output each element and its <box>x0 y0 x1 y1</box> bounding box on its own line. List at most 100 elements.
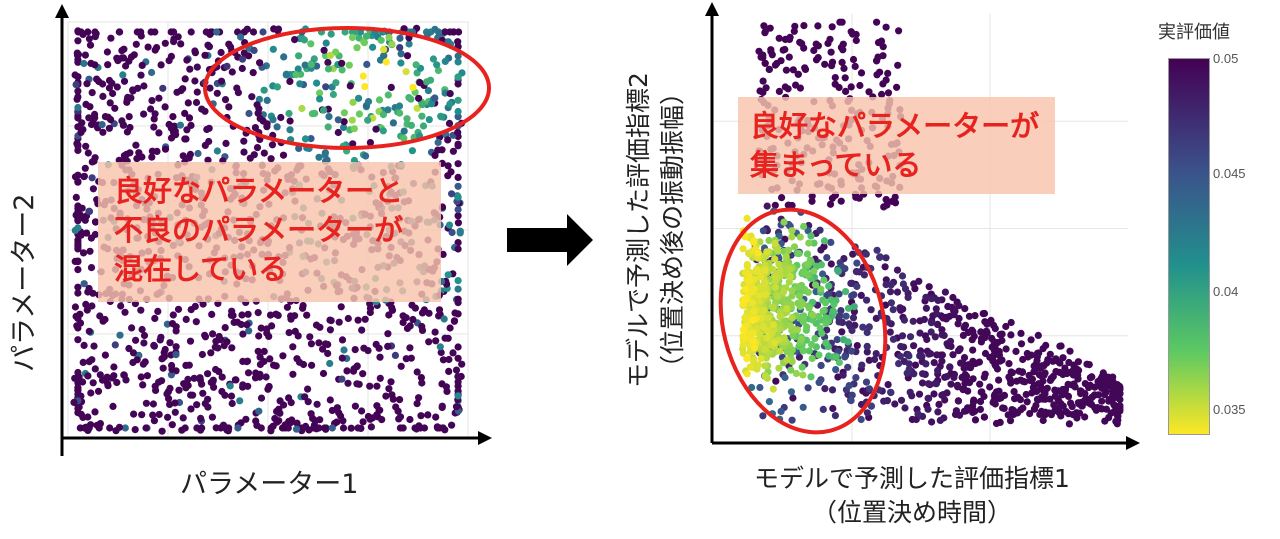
right-data-point <box>749 288 757 296</box>
right-data-point <box>863 296 871 304</box>
right-data-point <box>762 84 770 92</box>
left-data-point <box>151 314 159 322</box>
right-data-point <box>873 246 881 254</box>
left-data-point <box>82 423 90 431</box>
left-data-point <box>326 359 334 368</box>
left-data-point <box>439 250 447 258</box>
left-data-point <box>429 55 437 63</box>
left-data-point <box>441 334 449 342</box>
right-data-point <box>884 89 893 97</box>
right-data-point <box>928 418 936 426</box>
right-data-point <box>825 282 833 290</box>
right-data-point <box>977 338 985 346</box>
left-data-point <box>442 383 450 391</box>
left-data-point <box>382 58 390 66</box>
right-data-point <box>739 326 747 334</box>
right-data-point <box>1059 354 1067 362</box>
right-data-point <box>760 306 768 314</box>
right-data-point <box>865 385 874 393</box>
right-data-point <box>863 328 871 337</box>
left-data-point <box>72 81 80 89</box>
right-data-point <box>882 281 890 289</box>
right-data-point <box>960 354 969 362</box>
right-data-point <box>786 273 795 281</box>
left-data-point <box>86 247 94 255</box>
right-data-point <box>788 287 796 295</box>
left-data-point <box>150 115 158 123</box>
left-data-point <box>253 101 261 109</box>
right-data-point <box>1039 345 1047 353</box>
left-data-point <box>444 172 452 180</box>
left-data-point <box>441 57 449 65</box>
left-data-point <box>210 383 218 391</box>
left-data-point <box>254 347 262 355</box>
right-data-point <box>839 371 847 379</box>
left-data-point <box>191 77 199 85</box>
right-axes <box>705 2 1140 450</box>
left-data-point <box>285 329 293 337</box>
left-data-point <box>351 28 359 36</box>
right-data-point <box>764 333 772 341</box>
right-data-point <box>831 80 839 88</box>
right-arrow-icon <box>507 214 593 266</box>
right-data-point <box>794 249 802 258</box>
right-data-point <box>793 283 801 291</box>
left-data-point <box>238 311 246 319</box>
left-data-point <box>74 313 82 321</box>
right-data-point <box>848 326 856 335</box>
right-data-point <box>1088 373 1096 381</box>
left-data-point <box>96 312 104 320</box>
left-data-point <box>87 389 95 397</box>
right-data-point <box>805 304 813 312</box>
left-data-point <box>268 141 277 149</box>
left-data-point <box>147 105 155 113</box>
right-data-point <box>1023 398 1031 406</box>
left-data-point <box>320 46 328 54</box>
right-data-point <box>1007 379 1015 387</box>
left-data-point <box>351 346 359 354</box>
right-data-point <box>741 314 749 322</box>
left-data-point <box>279 352 287 360</box>
right-data-point <box>850 308 858 316</box>
right-data-point <box>750 237 758 245</box>
right-data-point <box>938 357 946 365</box>
right-data-point <box>865 356 873 364</box>
left-data-point <box>74 368 82 377</box>
left-data-point <box>454 277 462 285</box>
right-data-point <box>910 342 918 350</box>
left-data-point <box>295 358 304 366</box>
right-data-point <box>863 342 871 350</box>
right-data-point <box>794 70 802 78</box>
left-data-point <box>142 399 150 407</box>
left-data-point <box>326 396 334 404</box>
right-data-point <box>939 391 947 399</box>
right-annotation-line: 良好なパラメーターが <box>750 109 1040 143</box>
right-data-point <box>980 309 989 318</box>
right-data-point <box>1015 367 1023 375</box>
left-data-point <box>338 66 346 74</box>
left-data-point <box>163 390 171 398</box>
right-data-point <box>1035 371 1044 379</box>
left-data-point <box>185 361 193 369</box>
colorbar-tick-label: 0.035 <box>1213 402 1246 417</box>
left-data-point <box>407 95 415 103</box>
right-data-point <box>817 361 825 370</box>
left-data-point <box>454 173 462 181</box>
right-data-point <box>852 36 860 45</box>
right-data-point <box>832 366 840 374</box>
right-data-point <box>827 48 835 56</box>
left-data-point <box>89 120 97 128</box>
right-data-point <box>871 355 879 364</box>
right-data-point <box>930 359 938 367</box>
right-data-point <box>790 243 799 251</box>
right-data-point <box>781 45 789 54</box>
right-data-point <box>920 315 928 324</box>
left-data-point <box>127 53 135 61</box>
left-data-point <box>267 155 275 163</box>
right-data-point <box>754 361 762 369</box>
left-data-point <box>359 370 367 378</box>
left-data-point <box>400 25 408 33</box>
right-data-point <box>1051 392 1059 400</box>
left-data-point <box>111 104 119 112</box>
right-data-point <box>775 260 783 268</box>
